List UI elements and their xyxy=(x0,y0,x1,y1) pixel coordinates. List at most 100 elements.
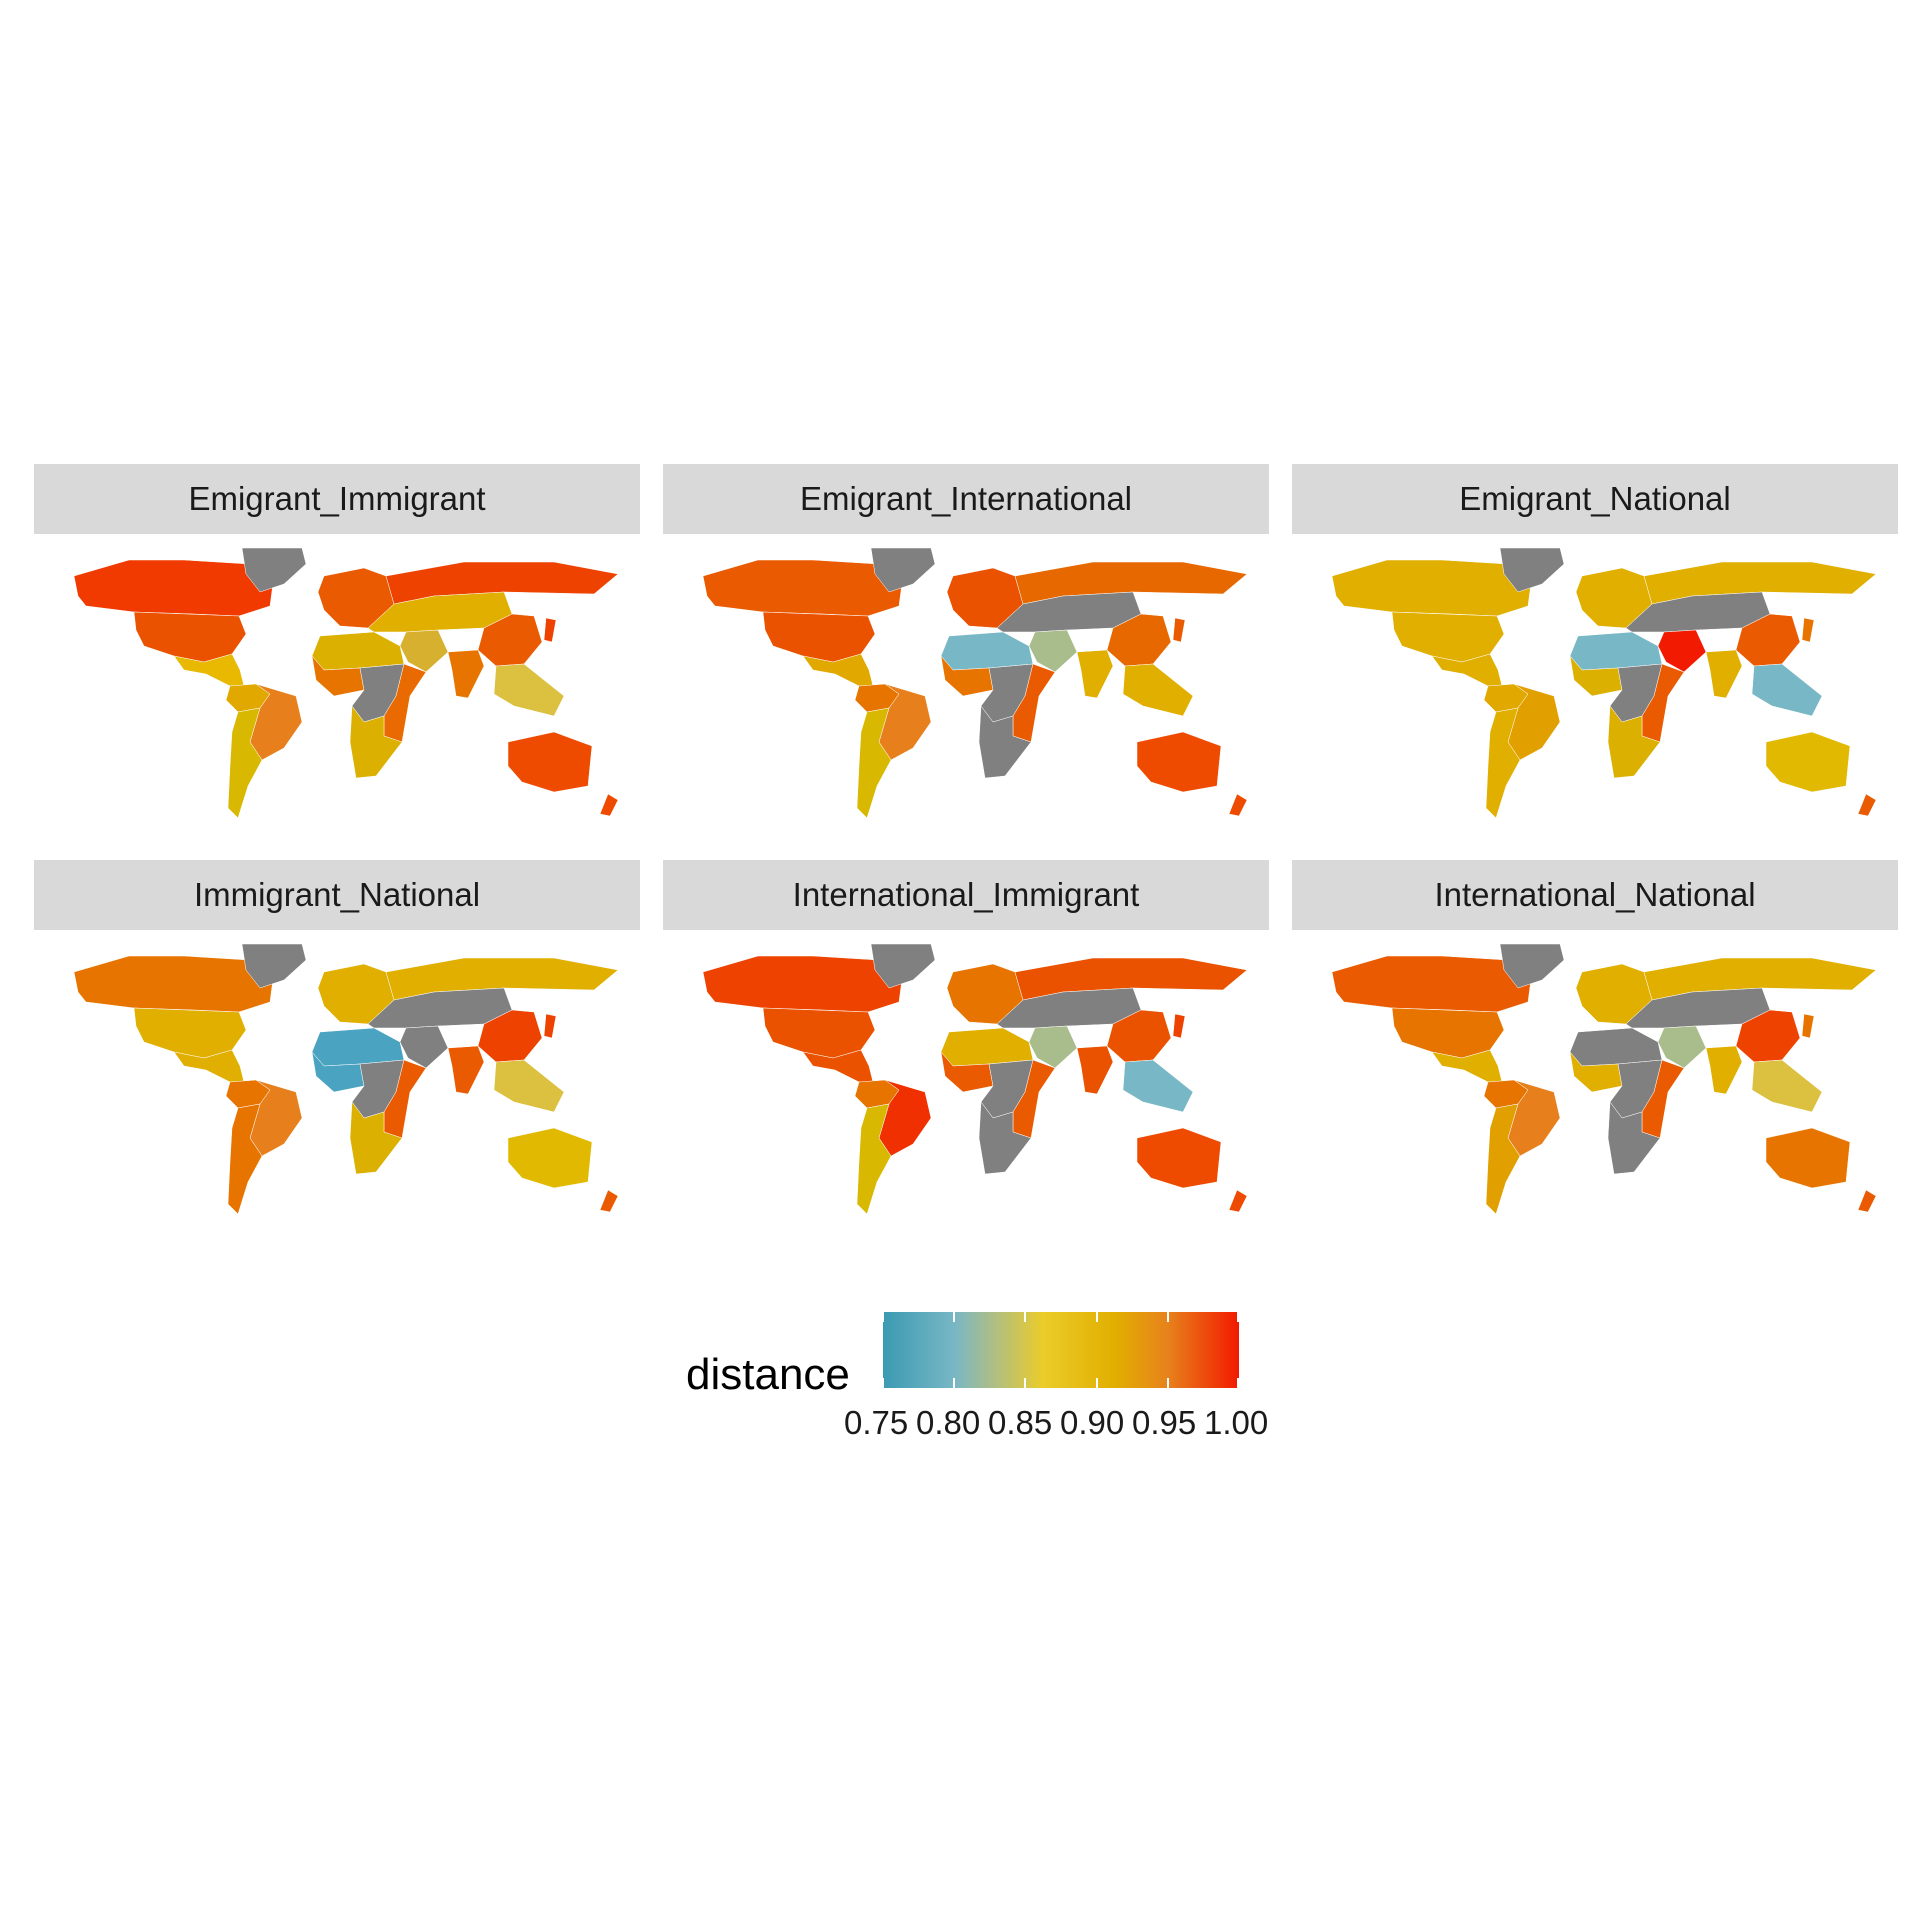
world-choropleth-map xyxy=(1331,547,1877,819)
region-sa-s xyxy=(1485,707,1521,819)
region-africa-s xyxy=(349,1101,403,1175)
world-choropleth-map xyxy=(702,547,1248,819)
region-asia-c xyxy=(1625,591,1771,633)
legend-tick-mark xyxy=(1167,1312,1169,1322)
legend-tick-mark xyxy=(1096,1378,1098,1388)
facet-strip-label: International_National xyxy=(1292,860,1898,930)
region-india xyxy=(1705,1045,1743,1095)
region-india xyxy=(447,1045,485,1095)
region-china xyxy=(477,613,543,667)
region-china xyxy=(1106,613,1172,667)
region-china xyxy=(1735,613,1801,667)
legend-tick-label: 0.80 xyxy=(916,1404,981,1441)
region-sea xyxy=(1751,663,1823,717)
region-india xyxy=(1705,649,1743,699)
region-china xyxy=(1106,1009,1172,1063)
legend-tick-mark xyxy=(1237,1378,1239,1388)
region-greenland xyxy=(870,943,936,989)
region-india xyxy=(1076,649,1114,699)
region-na xyxy=(702,955,904,1013)
region-africa-s xyxy=(978,705,1032,779)
region-us xyxy=(1391,611,1505,663)
region-greenland xyxy=(241,547,307,593)
region-asia-c xyxy=(367,987,513,1029)
region-na xyxy=(702,559,904,617)
legend-tick-label: 0.95 xyxy=(1132,1404,1197,1441)
region-asia-c xyxy=(367,591,513,633)
region-africa-n xyxy=(311,631,405,671)
region-africa-n xyxy=(1569,1027,1663,1067)
region-sa-s xyxy=(1485,1103,1521,1215)
region-japan xyxy=(1172,1013,1186,1039)
region-sa-s xyxy=(227,1103,263,1215)
region-nz xyxy=(1228,793,1248,817)
region-nz xyxy=(1857,1189,1877,1213)
facet-strip-label: Immigrant_National xyxy=(34,860,640,930)
facet-strip-label: Emigrant_National xyxy=(1292,464,1898,534)
region-africa-s xyxy=(1607,1101,1661,1175)
region-africa-s xyxy=(978,1101,1032,1175)
region-na xyxy=(1331,559,1533,617)
region-greenland xyxy=(241,943,307,989)
facet-panel-5: International_Immigrant xyxy=(663,860,1269,1222)
facet-strip-label: International_Immigrant xyxy=(663,860,1269,930)
region-japan xyxy=(1801,1013,1815,1039)
region-nz xyxy=(599,1189,619,1213)
region-australia xyxy=(1765,1127,1851,1189)
facet-panel-6: International_National xyxy=(1292,860,1898,1222)
legend-colorbar xyxy=(882,1312,1239,1388)
region-australia xyxy=(1136,1127,1222,1189)
region-na xyxy=(73,955,275,1013)
region-nz xyxy=(1857,793,1877,817)
region-asia-c xyxy=(996,591,1142,633)
region-australia xyxy=(1136,731,1222,793)
region-india xyxy=(1076,1045,1114,1095)
region-africa-n xyxy=(940,1027,1034,1067)
region-sea xyxy=(1122,1059,1194,1113)
region-africa-s xyxy=(349,705,403,779)
region-us xyxy=(1391,1007,1505,1059)
region-sea xyxy=(1122,663,1194,717)
legend-tick-label: 1.00 xyxy=(1204,1404,1269,1441)
legend-tick-mark xyxy=(882,1378,884,1388)
region-india xyxy=(447,649,485,699)
facet-panel-4: Immigrant_National xyxy=(34,860,640,1222)
region-greenland xyxy=(870,547,936,593)
region-japan xyxy=(1172,617,1186,643)
color-legend: distance 0.75 0.80 0.85 0.90 0.95 1.00 xyxy=(686,1310,1306,1441)
region-na xyxy=(1331,955,1533,1013)
region-na xyxy=(73,559,275,617)
region-greenland xyxy=(1499,547,1565,593)
region-australia xyxy=(1765,731,1851,793)
legend-tick-mark xyxy=(1096,1312,1098,1322)
region-asia-c xyxy=(996,987,1142,1029)
region-africa-s xyxy=(1607,705,1661,779)
legend-tick-mark xyxy=(1024,1312,1026,1322)
region-us xyxy=(133,1007,247,1059)
world-choropleth-map xyxy=(702,943,1248,1215)
region-us xyxy=(762,611,876,663)
region-greenland xyxy=(1499,943,1565,989)
facet-panel-2: Emigrant_International xyxy=(663,464,1269,826)
legend-tick-mark xyxy=(953,1378,955,1388)
facet-strip-label: Emigrant_International xyxy=(663,464,1269,534)
region-sa-s xyxy=(227,707,263,819)
legend-tick-label: 0.85 xyxy=(988,1404,1053,1441)
legend-tick-mark xyxy=(1167,1378,1169,1388)
world-choropleth-map xyxy=(73,547,619,819)
region-sa-s xyxy=(856,707,892,819)
region-us xyxy=(762,1007,876,1059)
region-sa-s xyxy=(856,1103,892,1215)
region-japan xyxy=(543,617,557,643)
region-japan xyxy=(543,1013,557,1039)
region-us xyxy=(133,611,247,663)
region-africa-n xyxy=(1569,631,1663,671)
facet-strip-label: Emigrant_Immigrant xyxy=(34,464,640,534)
region-sea xyxy=(1751,1059,1823,1113)
legend-tick-label: 0.75 xyxy=(844,1404,909,1441)
legend-tick-mark xyxy=(1024,1378,1026,1388)
facet-panel-1: Emigrant_Immigrant xyxy=(34,464,640,826)
region-africa-n xyxy=(311,1027,405,1067)
world-choropleth-map xyxy=(73,943,619,1215)
facet-panel-3: Emigrant_National xyxy=(1292,464,1898,826)
